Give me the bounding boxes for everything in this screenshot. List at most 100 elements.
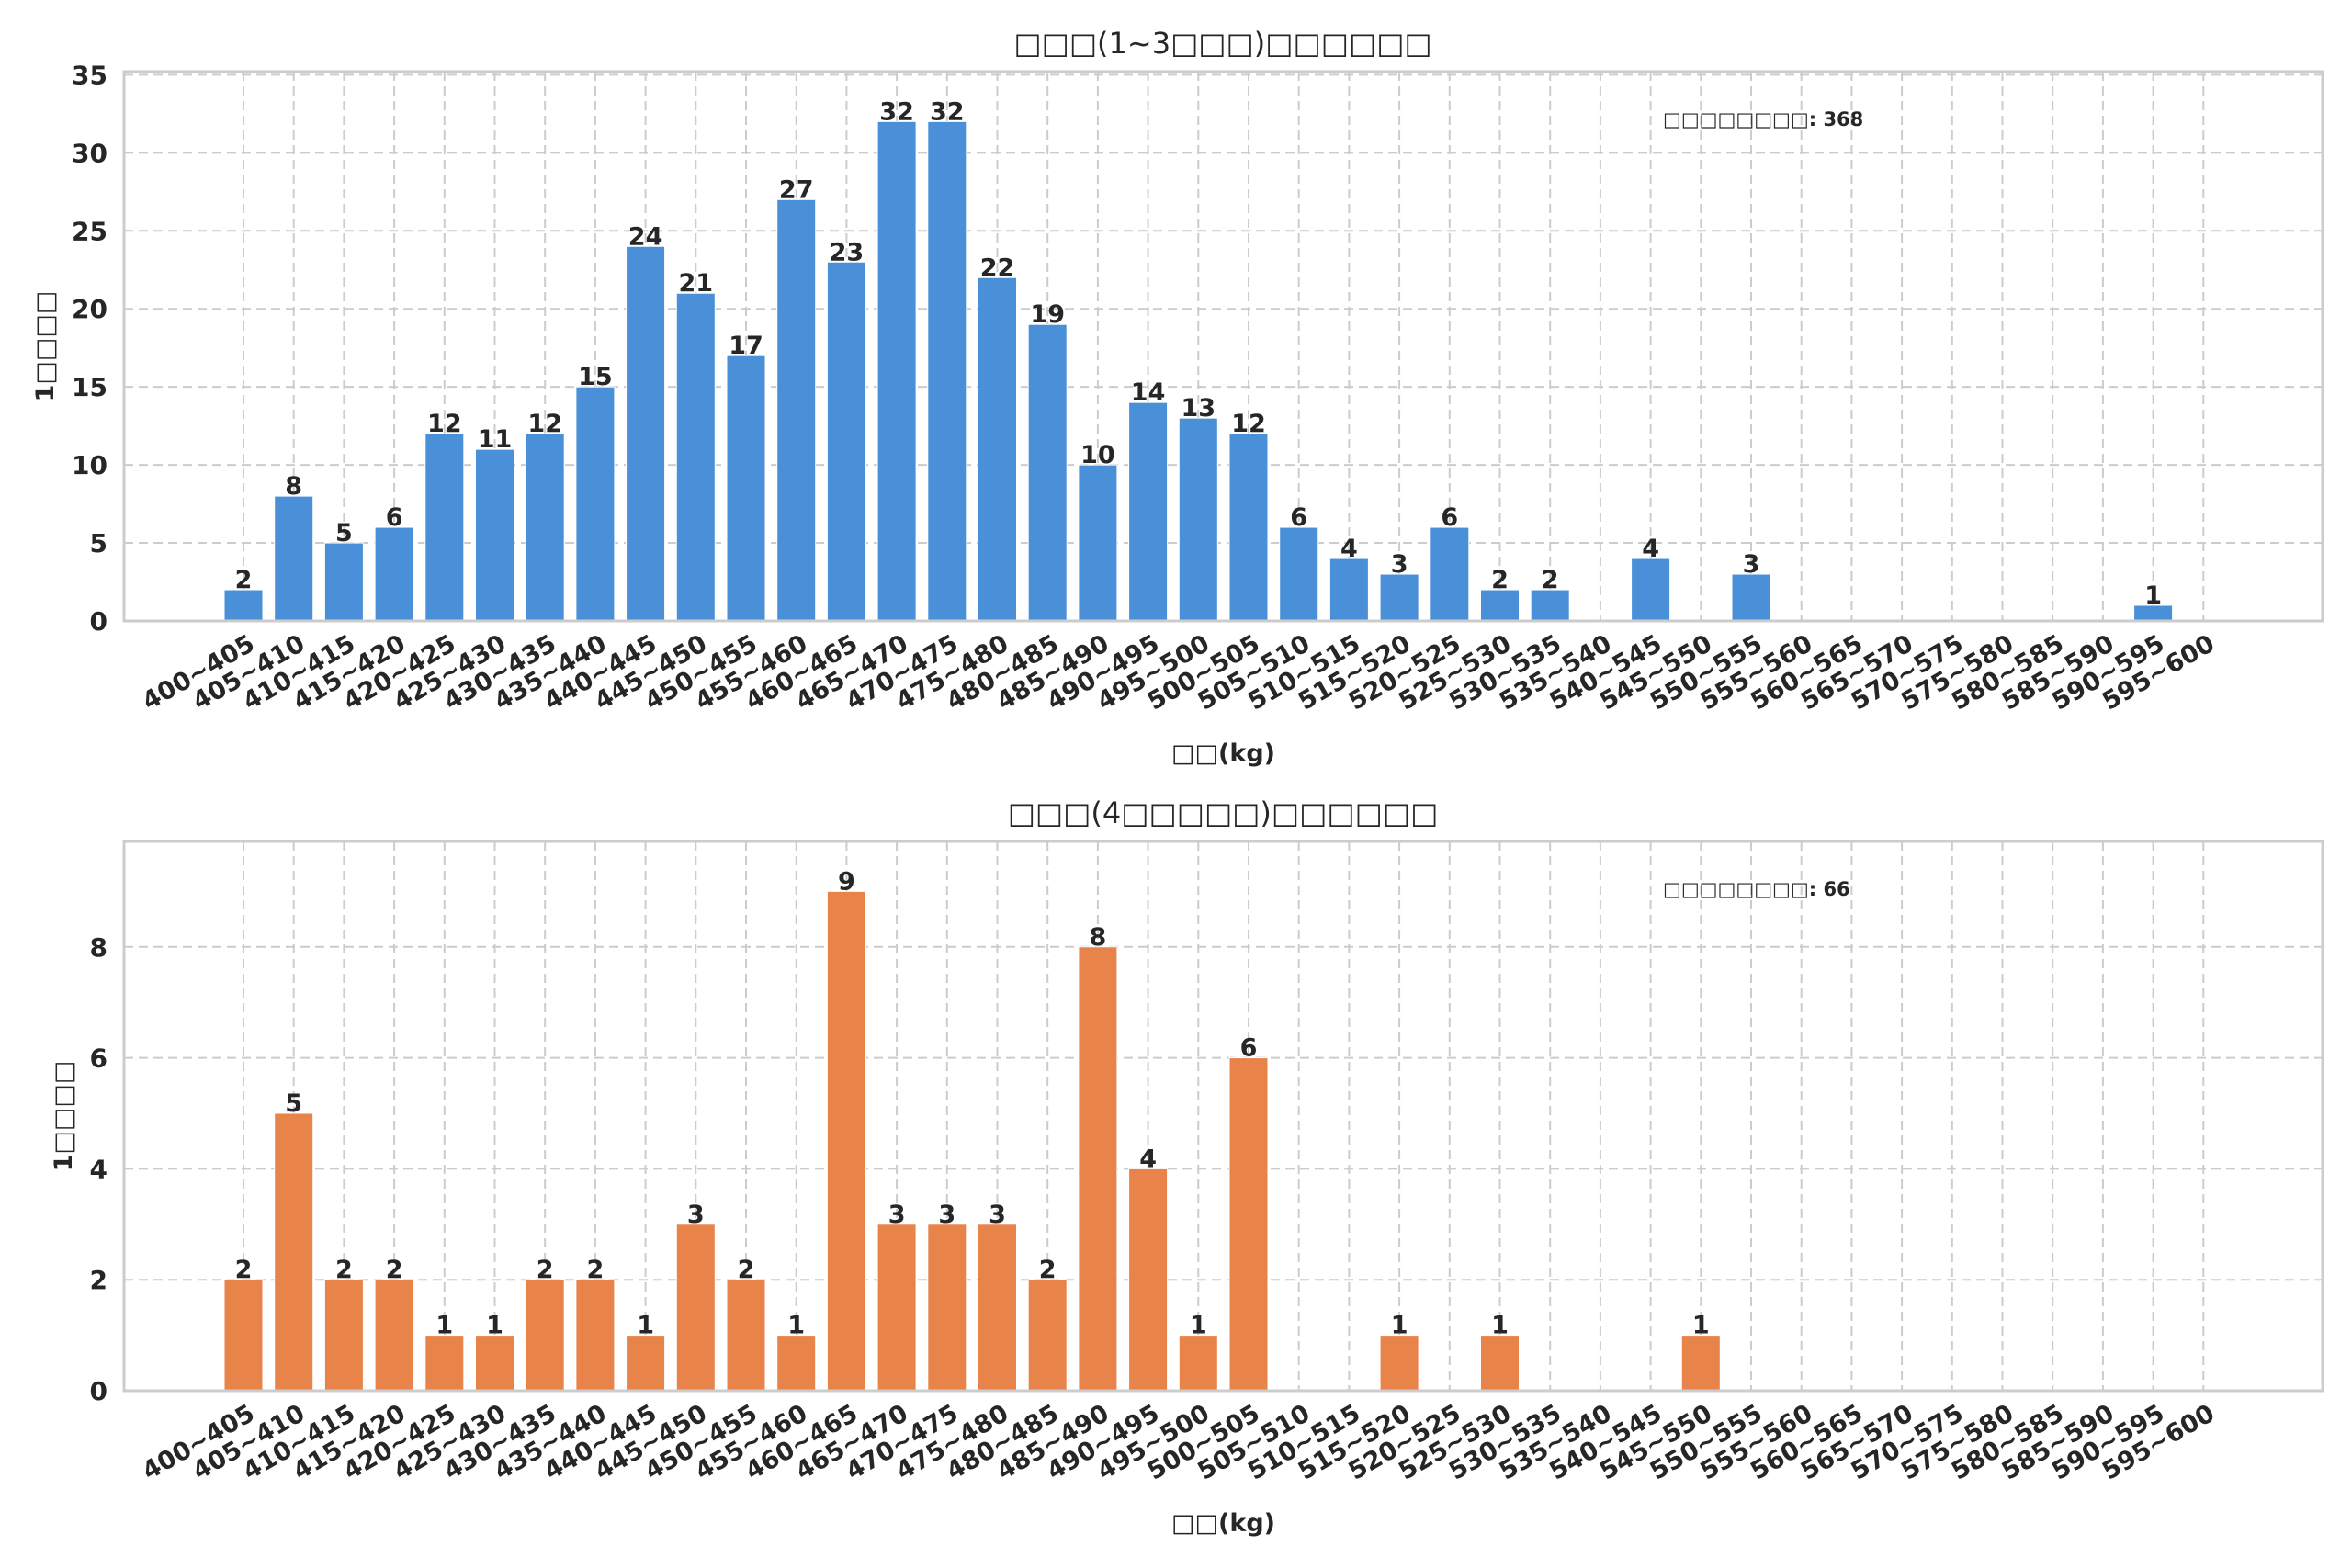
bar-value-label: 2 — [1542, 566, 1559, 594]
bar — [374, 526, 414, 622]
y-tick-label: 5 — [90, 528, 107, 558]
bar-value-label: 2 — [1039, 1256, 1057, 1284]
plot-frame — [122, 840, 2324, 1393]
bar — [626, 1335, 666, 1392]
bar-value-label: 1 — [1692, 1312, 1710, 1340]
bar — [274, 1112, 314, 1392]
y-tick-label: 6 — [90, 1043, 107, 1074]
bar-value-label: 6 — [1290, 503, 1307, 532]
x-axis-label: □□(kg) — [1171, 739, 1275, 768]
bar — [1480, 1335, 1520, 1392]
bar — [826, 890, 866, 1392]
bar-value-label: 4 — [1340, 535, 1358, 563]
y-tick-label: 8 — [90, 932, 107, 963]
bar-value-label: 11 — [478, 425, 513, 454]
bar — [323, 542, 364, 622]
bar-value-label: 32 — [930, 97, 965, 126]
bar-value-label: 19 — [1030, 300, 1065, 329]
bar — [424, 433, 465, 622]
grid — [124, 841, 2323, 1391]
bar — [1178, 417, 1218, 622]
bar-value-label: 1 — [637, 1312, 654, 1340]
bar — [1279, 526, 1319, 622]
bar — [776, 1335, 817, 1392]
bar — [1530, 589, 1570, 622]
bar-value-label: 4 — [1642, 535, 1659, 563]
bar — [1027, 323, 1068, 622]
y-tick-label: 0 — [90, 606, 107, 637]
bar — [525, 1279, 565, 1392]
bar — [776, 198, 817, 622]
bar — [424, 1335, 465, 1392]
bar — [575, 386, 616, 622]
bar-value-label: 5 — [285, 1089, 302, 1118]
y-tick-label: 10 — [72, 450, 107, 480]
y-tick-label: 35 — [72, 60, 107, 90]
bar-value-label: 12 — [527, 410, 562, 438]
bar — [223, 589, 264, 622]
bar — [876, 120, 917, 622]
bar-value-label: 23 — [830, 238, 865, 266]
y-tick-label: 30 — [72, 138, 107, 168]
y-axis-label: 1□□□□ — [50, 1061, 78, 1172]
bar-value-label: 4 — [1139, 1145, 1157, 1173]
bar — [1430, 526, 1470, 622]
bar-value-label: 2 — [235, 1256, 253, 1284]
bar-value-label: 8 — [285, 472, 302, 501]
bar-value-label: 1 — [1391, 1312, 1408, 1340]
bar-value-label: 10 — [1080, 441, 1115, 469]
bar — [927, 1224, 967, 1392]
bar — [675, 292, 716, 622]
bar — [274, 495, 314, 622]
y-tick-label: 0 — [90, 1376, 107, 1406]
bar — [1228, 1057, 1269, 1392]
bar — [978, 1224, 1017, 1392]
bar-value-label: 5 — [335, 519, 353, 547]
bar-value-label: 1 — [787, 1312, 805, 1340]
bar — [876, 1224, 917, 1392]
bar — [675, 1224, 716, 1392]
bar-value-label: 2 — [537, 1256, 554, 1284]
bar-value-label: 15 — [578, 363, 613, 391]
bar — [1027, 1279, 1068, 1392]
bar — [1178, 1335, 1218, 1392]
bar-value-label: 3 — [938, 1201, 956, 1229]
bar — [1680, 1335, 1721, 1392]
bar-value-label: 27 — [779, 175, 814, 204]
bar-value-label: 1 — [1190, 1312, 1207, 1340]
y-tick-label: 4 — [90, 1154, 107, 1184]
bar — [374, 1279, 414, 1392]
bar — [726, 1279, 766, 1392]
bar-value-label: 22 — [980, 254, 1015, 282]
x-ticks: 400~405405~410410~415415~420420~425425~4… — [138, 629, 2220, 716]
bar-value-label: 24 — [628, 222, 663, 251]
bar-value-label: 2 — [587, 1256, 605, 1284]
bar-value-label: 14 — [1131, 378, 1166, 407]
bar — [1128, 1168, 1169, 1392]
bar — [927, 120, 967, 622]
bar — [475, 1335, 514, 1392]
bar-value-label: 2 — [235, 566, 253, 594]
bar — [1631, 558, 1671, 622]
bar-value-label: 12 — [1231, 410, 1266, 438]
bar — [575, 1279, 616, 1392]
chart-title: □□□(4□□□□□)□□□□□□ — [1008, 795, 1439, 830]
bar-value-label: 8 — [1090, 923, 1107, 952]
bar — [223, 1279, 264, 1392]
bar-value-label: 21 — [679, 269, 714, 298]
bar-value-label: 3 — [888, 1201, 906, 1229]
bar-value-label: 13 — [1182, 394, 1216, 423]
bar — [1379, 1335, 1419, 1392]
bar — [1329, 558, 1369, 622]
bar — [1078, 946, 1118, 1392]
bar-value-label: 1 — [435, 1312, 453, 1340]
y-tick-label: 25 — [72, 216, 107, 246]
bar-value-label: 1 — [2144, 581, 2162, 610]
y-ticks: 0 2 4 6 8 — [90, 932, 107, 1406]
bar — [726, 355, 766, 622]
plot-frame — [122, 70, 2324, 623]
bar-value-label: 2 — [386, 1256, 403, 1284]
bar — [1128, 401, 1169, 622]
bar-value-label: 2 — [335, 1256, 353, 1284]
